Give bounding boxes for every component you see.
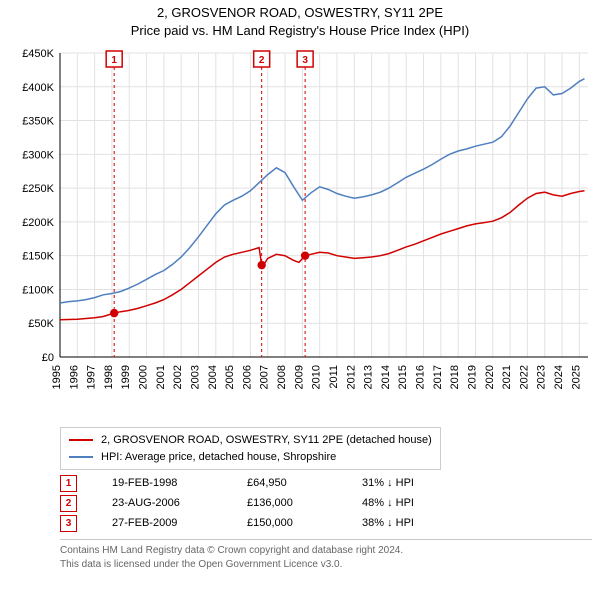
svg-text:2022: 2022: [518, 365, 530, 389]
svg-text:£400K: £400K: [22, 82, 54, 94]
svg-text:£200K: £200K: [22, 217, 54, 229]
transaction-row: 3 27-FEB-2009 £150,000 38% ↓ HPI: [60, 514, 592, 534]
transaction-date: 27-FEB-2009: [112, 514, 212, 534]
svg-text:2025: 2025: [570, 365, 582, 389]
svg-text:2016: 2016: [415, 365, 427, 389]
svg-text:2018: 2018: [449, 365, 461, 389]
svg-text:1999: 1999: [120, 365, 132, 389]
svg-text:1: 1: [111, 55, 117, 66]
legend-label: HPI: Average price, detached house, Shro…: [101, 449, 336, 466]
transaction-marker: 1: [60, 475, 77, 492]
svg-text:2019: 2019: [466, 365, 478, 389]
svg-text:2013: 2013: [363, 365, 375, 389]
svg-text:2017: 2017: [432, 365, 444, 389]
svg-text:1996: 1996: [68, 365, 80, 389]
chart-area: £0 £50K £100K £150K £200K £250K £300K £350K £400…: [8, 45, 592, 421]
svg-text:2023: 2023: [536, 365, 548, 389]
legend-swatch: [69, 456, 93, 458]
svg-text:£300K: £300K: [22, 149, 54, 161]
chart-titles: 2, GROSVENOR ROAD, OSWESTRY, SY11 2PE Pr…: [8, 4, 592, 39]
svg-text:2015: 2015: [397, 365, 409, 389]
svg-text:£0: £0: [42, 352, 54, 364]
svg-text:2006: 2006: [241, 365, 253, 389]
svg-text:2014: 2014: [380, 365, 392, 389]
transaction-marker: 2: [60, 495, 77, 512]
svg-text:£100K: £100K: [22, 285, 54, 297]
svg-text:£150K: £150K: [22, 251, 54, 263]
transaction-date: 23-AUG-2006: [112, 494, 212, 514]
svg-text:2020: 2020: [484, 365, 496, 389]
transaction-date: 19-FEB-1998: [112, 474, 212, 494]
transaction-row: 1 19-FEB-1998 £64,950 31% ↓ HPI: [60, 474, 592, 494]
svg-text:3: 3: [302, 55, 308, 66]
svg-text:2012: 2012: [345, 365, 357, 389]
title-address: 2, GROSVENOR ROAD, OSWESTRY, SY11 2PE: [8, 4, 592, 22]
svg-text:1995: 1995: [51, 365, 63, 389]
svg-text:2001: 2001: [155, 365, 167, 389]
legend-item: 2, GROSVENOR ROAD, OSWESTRY, SY11 2PE (d…: [69, 432, 432, 449]
svg-text:2003: 2003: [189, 365, 201, 389]
svg-text:2004: 2004: [207, 365, 219, 389]
svg-text:2009: 2009: [293, 365, 305, 389]
footer-line: Contains HM Land Registry data © Crown c…: [60, 544, 592, 558]
svg-text:£250K: £250K: [22, 183, 54, 195]
title-subtitle: Price paid vs. HM Land Registry's House …: [8, 22, 592, 40]
svg-text:1998: 1998: [103, 365, 115, 389]
svg-text:2: 2: [259, 55, 265, 66]
svg-text:2007: 2007: [259, 365, 271, 389]
attribution-footer: Contains HM Land Registry data © Crown c…: [60, 539, 592, 571]
svg-text:£450K: £450K: [22, 48, 54, 60]
legend-swatch: [69, 439, 93, 441]
transaction-list: 1 19-FEB-1998 £64,950 31% ↓ HPI 2 23-AUG…: [60, 474, 592, 533]
transaction-diff: 48% ↓ HPI: [362, 494, 442, 514]
legend: 2, GROSVENOR ROAD, OSWESTRY, SY11 2PE (d…: [60, 427, 441, 470]
legend-label: 2, GROSVENOR ROAD, OSWESTRY, SY11 2PE (d…: [101, 432, 432, 449]
price-chart: £0 £50K £100K £150K £200K £250K £300K £350K £400…: [8, 45, 592, 421]
transaction-row: 2 23-AUG-2006 £136,000 48% ↓ HPI: [60, 494, 592, 514]
transaction-price: £136,000: [247, 494, 327, 514]
svg-text:2005: 2005: [224, 365, 236, 389]
svg-text:2010: 2010: [311, 365, 323, 389]
transaction-diff: 38% ↓ HPI: [362, 514, 442, 534]
svg-text:2008: 2008: [276, 365, 288, 389]
svg-text:2021: 2021: [501, 365, 513, 389]
svg-text:2002: 2002: [172, 365, 184, 389]
transaction-price: £150,000: [247, 514, 327, 534]
footer-line: This data is licensed under the Open Gov…: [60, 558, 592, 572]
legend-item: HPI: Average price, detached house, Shro…: [69, 449, 432, 466]
transaction-price: £64,950: [247, 474, 327, 494]
svg-text:£50K: £50K: [28, 318, 54, 330]
transaction-diff: 31% ↓ HPI: [362, 474, 442, 494]
transaction-marker: 3: [60, 515, 77, 532]
svg-text:1997: 1997: [86, 365, 98, 389]
svg-text:£350K: £350K: [22, 116, 54, 128]
svg-text:2011: 2011: [328, 365, 340, 389]
svg-text:2024: 2024: [553, 365, 565, 389]
svg-text:2000: 2000: [138, 365, 150, 389]
